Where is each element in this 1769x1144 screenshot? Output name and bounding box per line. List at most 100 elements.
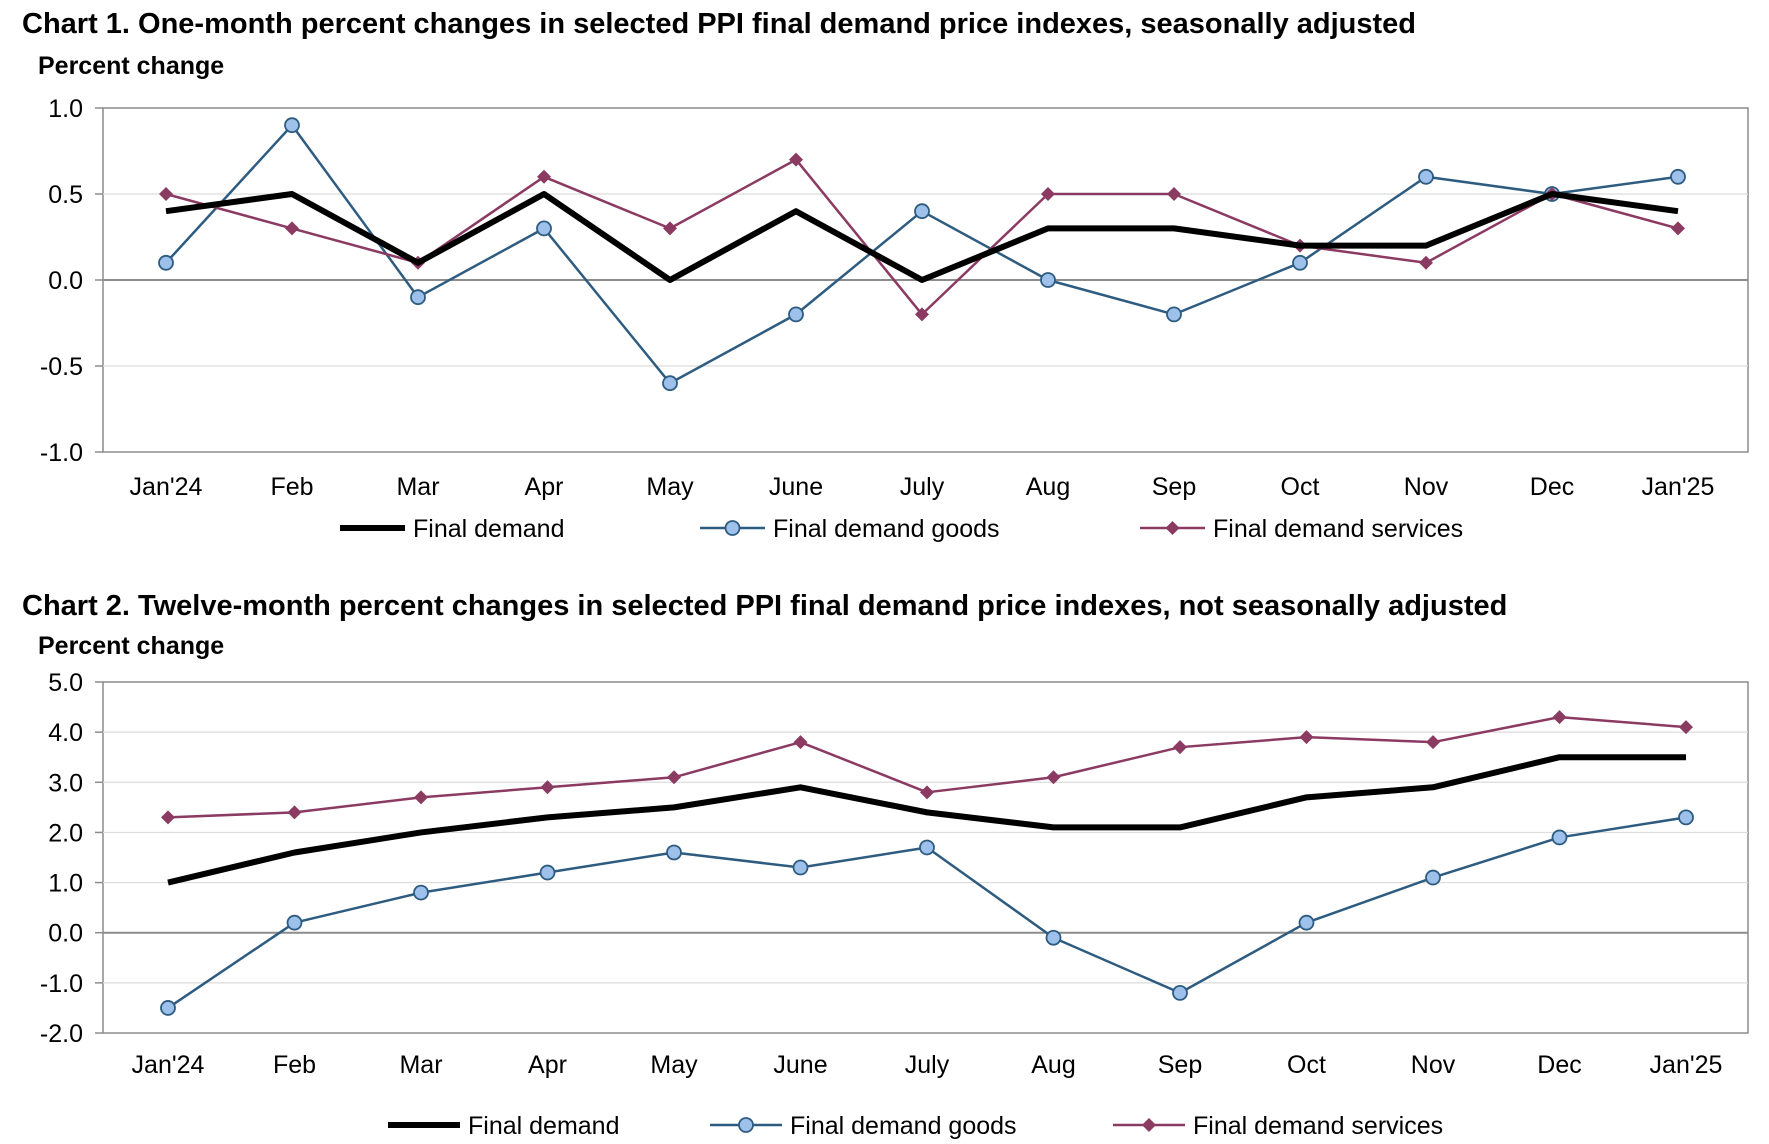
chart-2-legend-final-demand-services-label: Final demand services (1193, 1112, 1443, 1140)
chart-2-legend-final-demand-label: Final demand (468, 1112, 619, 1140)
chart-2-x-tick-label: June (773, 1051, 827, 1079)
chart-2-series-final-demand-services-point (1679, 720, 1693, 735)
chart-2-legend-final-demand-services-marker (1142, 1118, 1156, 1132)
chart-1-x-tick-label: Sep (1152, 473, 1196, 501)
chart-2-x-tick-label: Nov (1411, 1051, 1456, 1079)
chart-2-series-final-demand-goods-point (1172, 984, 1188, 1001)
chart-2-series-final-demand-goods-point (1551, 829, 1568, 846)
chart-2-series-final-demand-goods-point (792, 859, 809, 876)
chart-2-series-final-demand-services-point (1173, 740, 1187, 755)
chart-2-x-tick-label: Aug (1031, 1051, 1075, 1079)
chart-1-series-final-demand-services-point (1419, 255, 1433, 270)
chart-2-series-final-demand-goods-point (160, 1000, 176, 1016)
chart-1-series-final-demand-services-point (159, 187, 173, 201)
chart-2-series-final-demand-services-point (920, 785, 934, 800)
chart-1-legend-final-demand: Final demand (340, 515, 564, 543)
chart-2-title: Chart 2. Twelve-month percent changes in… (22, 590, 1508, 622)
chart-2-y-tick-label: 4.0 (48, 719, 83, 747)
chart-1-x-tick-label: June (769, 473, 823, 501)
chart-2-y-tick-label: 0.0 (48, 920, 83, 948)
chart-2-legend-final-demand: Final demand (388, 1112, 619, 1140)
chart-2: Chart 2. Twelve-month percent changes in… (0, 580, 1769, 1144)
chart-2-x-tick-label: Oct (1287, 1051, 1326, 1079)
chart-1-y-tick-label: 0.0 (48, 267, 83, 295)
chart-2-y-tick-label: -2.0 (40, 1020, 83, 1048)
chart-1-y-tick-label: 1.0 (48, 95, 83, 123)
chart-1-series-final-demand-goods (158, 117, 1686, 392)
chart-1-x-tick-label: Aug (1026, 473, 1070, 501)
chart-1-series-final-demand-goods-point (158, 254, 174, 271)
chart-2-legend-final-demand-goods: Final demand goods (710, 1112, 1017, 1140)
chart-1-legend-final-demand-services: Final demand services (1140, 515, 1463, 543)
chart-2-x-tick-label: Mar (399, 1051, 442, 1079)
chart-2-series-final-demand-services-point (1552, 710, 1567, 725)
chart-2-series-final-demand-services-point (161, 810, 175, 825)
chart-2-y-tick-label: 3.0 (48, 769, 83, 797)
chart-1-series-final-demand-goods-point (662, 375, 678, 392)
chart-2-series-final-demand-goods-point (1045, 929, 1062, 946)
chart-1-y-tick-label: 0.5 (48, 181, 83, 209)
chart-2-x-tick-label: Jan'24 (132, 1051, 205, 1079)
chart-2-series-final-demand-goods-point (666, 844, 682, 861)
chart-2-legend-final-demand-goods-label: Final demand goods (790, 1112, 1017, 1140)
chart-2-y-tick-label: 5.0 (48, 669, 83, 697)
chart-1-series-final-demand-services-point (789, 152, 803, 167)
chart-2-series-final-demand-services-point (1426, 735, 1440, 750)
chart-2-x-tick-label: Apr (528, 1051, 567, 1079)
chart-1-series-final-demand-line (165, 191, 1679, 283)
chart-2-x-tick-label: Sep (1158, 1051, 1202, 1079)
chart-2-series-final-demand-services-point (414, 790, 428, 805)
chart-2-series-final-demand-services-point (793, 735, 808, 750)
chart-1-series-final-demand-goods-point (914, 203, 930, 220)
chart-2-legend-final-demand-goods-marker (738, 1117, 754, 1133)
chart-1-legend-final-demand-services-label: Final demand services (1213, 515, 1463, 543)
chart-1-x-tick-label: Mar (396, 473, 439, 501)
chart-1-title: Chart 1. One-month percent changes in se… (22, 8, 1417, 40)
chart-2-plot-frame (102, 681, 1749, 1034)
chart-2-series-final-demand-goods (160, 809, 1694, 1016)
chart-2-series-final-demand-services-point (1299, 730, 1314, 745)
chart-2-plot: 5.0 4.0 3.0 2.0 1.0 0.0 -1.0 -2.0 Jan'24 Feb Mar Ap… (40, 669, 1749, 1140)
chart-1-series-final-demand-services-point (1041, 187, 1055, 201)
chart-2-series-final-demand-goods-point (413, 884, 429, 901)
chart-1-series-final-demand-goods-point (1166, 306, 1182, 323)
chart-1-legend-final-demand-goods-marker (724, 520, 741, 536)
chart-1-legend-final-demand-services-marker (1165, 521, 1180, 535)
chart-1-series-final-demand-goods-point (1418, 168, 1434, 185)
chart-1-series-final-demand-services-point (537, 169, 551, 184)
chart-2-series-final-demand-goods-point (286, 914, 303, 931)
chart-2-series-final-demand-services-point (667, 770, 681, 785)
chart-1-x-tick-label: July (900, 473, 945, 501)
chart-1-x-tick-label: Dec (1530, 473, 1574, 501)
chart-1-series-final-demand-goods-point (1670, 168, 1686, 185)
chart-2-legend-final-demand-services: Final demand services (1113, 1112, 1443, 1140)
chart-1-y-tick-label: -0.5 (40, 353, 83, 381)
chart-2-series-final-demand-services-point (540, 780, 555, 795)
chart-1: Chart 1. One-month percent changes in se… (0, 0, 1769, 560)
chart-2-series-final-demand-line (167, 754, 1686, 886)
chart-1-series-final-demand-services-point (915, 307, 929, 322)
chart-1-legend-final-demand-label: Final demand (413, 515, 564, 543)
chart-1-series-final-demand-services-point (663, 221, 677, 236)
chart-2-series-final-demand-goods-point (1298, 914, 1315, 931)
chart-1-x-tick-label: Jan'25 (1642, 473, 1715, 501)
chart-1-series-final-demand-services-point (285, 221, 299, 236)
chart-2-series-final-demand-services (161, 710, 1693, 825)
chart-1-series-final-demand-services-point (1671, 221, 1685, 236)
chart-2-x-tick-label: May (650, 1051, 698, 1079)
chart-2-series-final-demand-services-point (287, 805, 302, 820)
chart-1-series-final-demand-goods-point (1040, 272, 1056, 288)
chart-2-x-tick-label: Dec (1537, 1051, 1581, 1079)
chart-1-x-tick-label: Nov (1404, 473, 1449, 501)
chart-2-series-final-demand-goods-point (539, 864, 556, 881)
chart-1-series-final-demand-goods-point (410, 289, 426, 306)
chart-1-series-final-demand (165, 191, 1679, 283)
chart-1-x-tick-label: Jan'24 (130, 473, 203, 501)
chart-2-x-tick-label: July (905, 1051, 950, 1079)
chart-2-y-axis-label: Percent change (38, 632, 225, 660)
chart-1-series-final-demand-goods-point (788, 306, 804, 323)
chart-1-legend-final-demand-goods-label: Final demand goods (773, 515, 1000, 543)
chart-2-y-tick-label: -1.0 (40, 970, 83, 998)
chart-1-x-tick-label: Apr (525, 473, 564, 501)
chart-1-series-final-demand-goods-point (284, 117, 300, 134)
